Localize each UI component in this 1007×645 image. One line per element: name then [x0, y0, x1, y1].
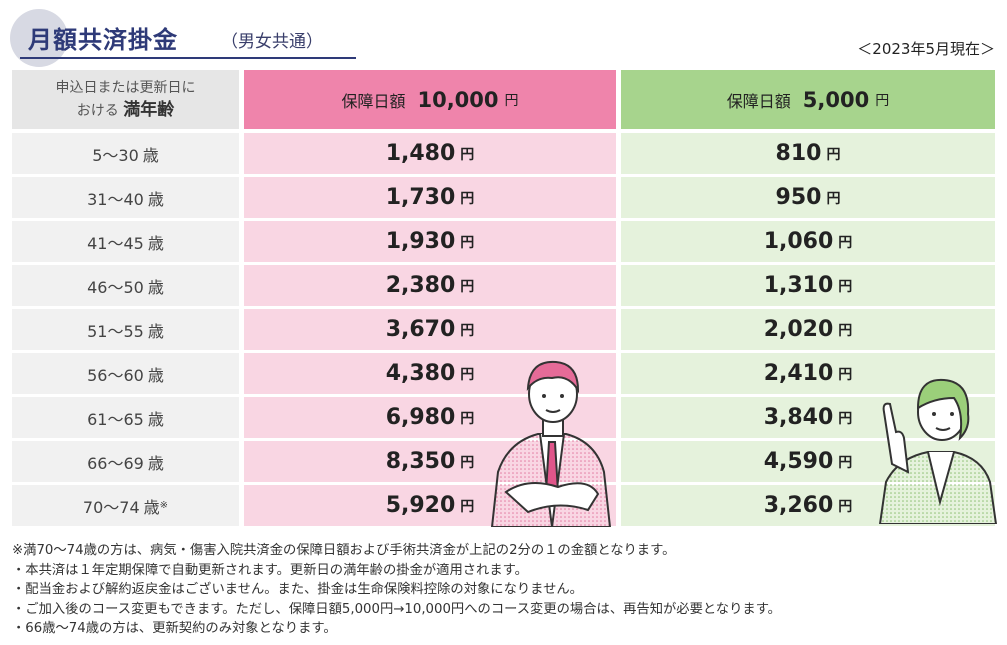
premium-10000-cell: 1,480 円: [244, 133, 616, 174]
coverage-10000-amount: 10,000: [417, 87, 499, 112]
premium-5000-cell: 950 円: [621, 177, 995, 218]
yen-unit: 円: [460, 410, 475, 427]
woman-illustration: [878, 378, 998, 524]
footnote-4: ・ご加入後のコース変更もできます。ただし、保障日額5,000円→10,000円へ…: [12, 601, 781, 617]
premium-10000-cell: 3,670 円: [244, 309, 616, 350]
yen-unit: 円: [838, 278, 853, 295]
age-unit: 歳: [142, 145, 159, 165]
age-unit: 歳: [147, 277, 164, 297]
footnote-2: ・本共済は１年定期保障で自動更新されます。更新日の満年齢の掛金が適用されます。: [12, 562, 528, 578]
coverage-5000-header: 保障日額 5,000 円: [621, 70, 995, 129]
coverage-5000-unit: 円: [875, 92, 890, 109]
page-subtitle: （男女共通）: [221, 32, 323, 52]
premium-10000-value: 8,350: [385, 449, 456, 474]
premium-5000-value: 2,020: [763, 317, 834, 342]
age-cell: 56〜60 歳: [12, 353, 239, 394]
age-cell: 51〜55 歳: [12, 309, 239, 350]
premium-10000-value: 1,930: [385, 229, 456, 254]
premium-5000-value: 3,840: [763, 405, 834, 430]
age-unit: 歳: [143, 497, 160, 517]
footnote-3: ・配当金および解約返戻金はございません。また、掛金は生命保険料控除の対象になりま…: [12, 582, 583, 597]
title-underline: [20, 57, 356, 59]
footnote-5: ・66歳〜74歳の方は、更新契約のみ対象となります。: [12, 621, 337, 636]
age-cell: 31〜40 歳: [12, 177, 239, 218]
yen-unit: 円: [838, 410, 853, 427]
yen-unit: 円: [460, 322, 475, 339]
premium-5000-cell: 1,310 円: [621, 265, 995, 306]
yen-unit: 円: [460, 498, 475, 515]
footnote-1: ※満70〜74歳の方は、病気・傷害入院共済金の保障日額および手術共済金が上記の2…: [12, 543, 676, 558]
age-range: 66〜69: [87, 453, 144, 473]
yen-unit: 円: [460, 366, 475, 383]
yen-unit: 円: [838, 322, 853, 339]
age-range: 41〜45: [87, 233, 144, 253]
premium-5000-cell: 1,060 円: [621, 221, 995, 262]
age-range: 56〜60: [87, 365, 144, 385]
premium-5000-value: 950: [775, 185, 822, 210]
age-range: 70〜74: [82, 497, 140, 517]
age-cell: 46〜50 歳: [12, 265, 239, 306]
age-cell: 70〜74 歳 ※: [12, 485, 239, 526]
age-unit: 歳: [147, 189, 164, 209]
age-unit: 歳: [147, 409, 164, 429]
age-unit: 歳: [147, 453, 164, 473]
yen-unit: 円: [460, 454, 475, 471]
premium-10000-value: 3,670: [385, 317, 456, 342]
age-cell: 61〜65 歳: [12, 397, 239, 438]
age-header-line1: 申込日または更新日に: [55, 80, 196, 96]
premium-5000-cell: 810 円: [621, 133, 995, 174]
yen-unit: 円: [838, 366, 853, 383]
coverage-10000-header: 保障日額 10,000 円: [244, 70, 616, 129]
as-of-date: ＜2023年5月現在＞: [857, 40, 995, 58]
premium-5000-value: 2,410: [763, 361, 834, 386]
coverage-10000-label: 保障日額: [341, 91, 406, 111]
age-range: 46〜50: [87, 277, 144, 297]
age-cell: 5〜30 歳: [12, 133, 239, 174]
premium-10000-value: 2,380: [385, 273, 456, 298]
age-column-header: 申込日または更新日に おける 満年齢: [12, 70, 239, 129]
age-range: 31〜40: [87, 189, 144, 209]
age-unit: 歳: [147, 321, 164, 341]
coverage-5000-label: 保障日額: [726, 91, 791, 111]
footnotes: ※満70〜74歳の方は、病気・傷害入院共済金の保障日額および手術共済金が上記の2…: [12, 541, 781, 639]
coverage-10000-unit: 円: [504, 92, 519, 109]
premium-10000-cell: 2,380 円: [244, 265, 616, 306]
premium-5000-value: 4,590: [763, 449, 834, 474]
premium-10000-cell: 1,730 円: [244, 177, 616, 218]
premium-10000-value: 1,730: [385, 185, 456, 210]
age-range: 5〜30: [92, 145, 139, 165]
businessman-illustration: [490, 360, 612, 527]
premium-10000-value: 6,980: [385, 405, 456, 430]
premium-10000-value: 1,480: [385, 141, 456, 166]
age-unit: 歳: [147, 233, 164, 253]
yen-unit: 円: [838, 498, 853, 515]
page-title: 月額共済掛金: [28, 26, 178, 54]
yen-unit: 円: [460, 146, 475, 163]
age-cell: 66〜69 歳: [12, 441, 239, 482]
yen-unit: 円: [460, 278, 475, 295]
yen-unit: 円: [838, 234, 853, 251]
yen-unit: 円: [826, 190, 841, 207]
age-header-emphasis: 満年齢: [123, 100, 175, 120]
premium-5000-cell: 2,020 円: [621, 309, 995, 350]
premium-5000-value: 1,310: [763, 273, 834, 298]
premium-10000-value: 4,380: [385, 361, 456, 386]
age-header-line2: おける 満年齢: [77, 99, 174, 122]
age-range: 61〜65: [87, 409, 144, 429]
premium-10000-cell: 1,930 円: [244, 221, 616, 262]
premium-10000-value: 5,920: [385, 493, 456, 518]
age-cell: 41〜45 歳: [12, 221, 239, 262]
age-range: 51〜55: [87, 321, 144, 341]
age-header-prefix: おける: [76, 103, 119, 119]
yen-unit: 円: [460, 190, 475, 207]
premium-5000-value: 3,260: [763, 493, 834, 518]
age-unit: 歳: [147, 365, 164, 385]
yen-unit: 円: [838, 454, 853, 471]
yen-unit: 円: [460, 234, 475, 251]
coverage-5000-amount: 5,000: [802, 87, 870, 112]
premium-5000-value: 1,060: [763, 229, 834, 254]
yen-unit: 円: [826, 146, 841, 163]
premium-5000-value: 810: [775, 141, 822, 166]
age-note-mark: ※: [159, 500, 169, 511]
